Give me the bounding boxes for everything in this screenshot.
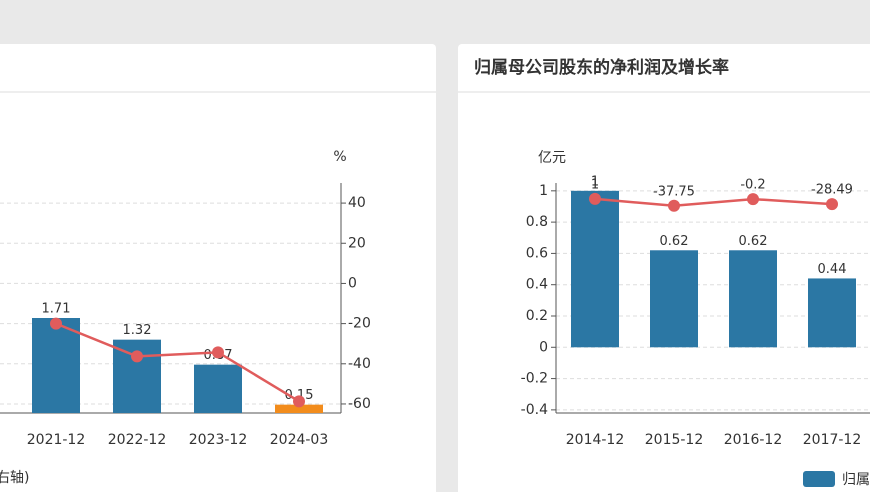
y-tick-label: -0.4 [521,402,548,418]
bar-value-label: 0.62 [739,234,768,249]
x-tick-label: 2022-12 [108,432,167,448]
bar-value-label: 0.44 [818,262,847,277]
y-axis-label: 亿元 [538,150,566,166]
line-value-label: -28.49 [811,183,853,198]
x-tick-label: 2024-03 [270,432,329,448]
x-tick-label: 2017-12 [803,432,862,448]
line [55,322,300,403]
line-marker [50,317,62,330]
y-tick-label: 0.8 [526,214,548,230]
y2-tick-label: 20 [348,235,366,251]
x-tick-label: 2014-12 [566,432,625,448]
y-tick-label: 0 [539,339,548,355]
legend-text: 归属母公司股东的净利润 [842,471,870,488]
line-value-label: -37.75 [653,184,695,199]
line-value-label: -0.2 [740,178,765,193]
legend-swatch [803,471,835,487]
line-marker [293,395,305,408]
y2-tick-label: -20 [348,316,371,332]
line-marker [589,192,601,205]
line-marker [826,198,838,211]
x-tick-label: 2023-12 [189,432,248,448]
bar [32,318,80,413]
y2-tick-label: 0 [348,275,357,291]
bar [571,190,619,348]
bar [729,250,777,348]
line-value-label: 1 [591,177,599,192]
y2-tick-label: -60 [348,396,371,412]
x-tick-label: 2015-12 [645,432,704,448]
bar-value-label: 1 [591,174,599,189]
line-marker [747,193,759,206]
chart-title: 归属母公司股东的净利润及增长率 [474,57,729,78]
y2-axis-label: % [333,149,346,165]
y2-tick-label: -40 [348,356,371,372]
y-tick-label: 0.4 [526,277,548,293]
x-tick-label: 2016-12 [724,432,783,448]
y-tick-label: -0.2 [521,371,548,387]
bar [275,404,323,413]
y-tick-label: 0.2 [526,308,548,324]
bar [650,250,698,348]
line [594,197,833,208]
line-marker [212,346,224,359]
y-tick-label: 1 [539,183,548,199]
legend-text: 右轴) [0,470,29,486]
bar [194,364,242,413]
y2-tick-label: 40 [348,195,366,211]
line-marker [668,199,680,212]
x-tick-label: 2021-12 [27,432,86,448]
bar-value-label: 1.32 [123,323,152,338]
y-tick-label: 0.6 [526,245,548,261]
bar-value-label: 1.71 [42,302,71,317]
line-marker [131,350,143,363]
bar [808,278,856,348]
left-panel [0,44,436,492]
bar-value-label: 0.62 [660,234,689,249]
